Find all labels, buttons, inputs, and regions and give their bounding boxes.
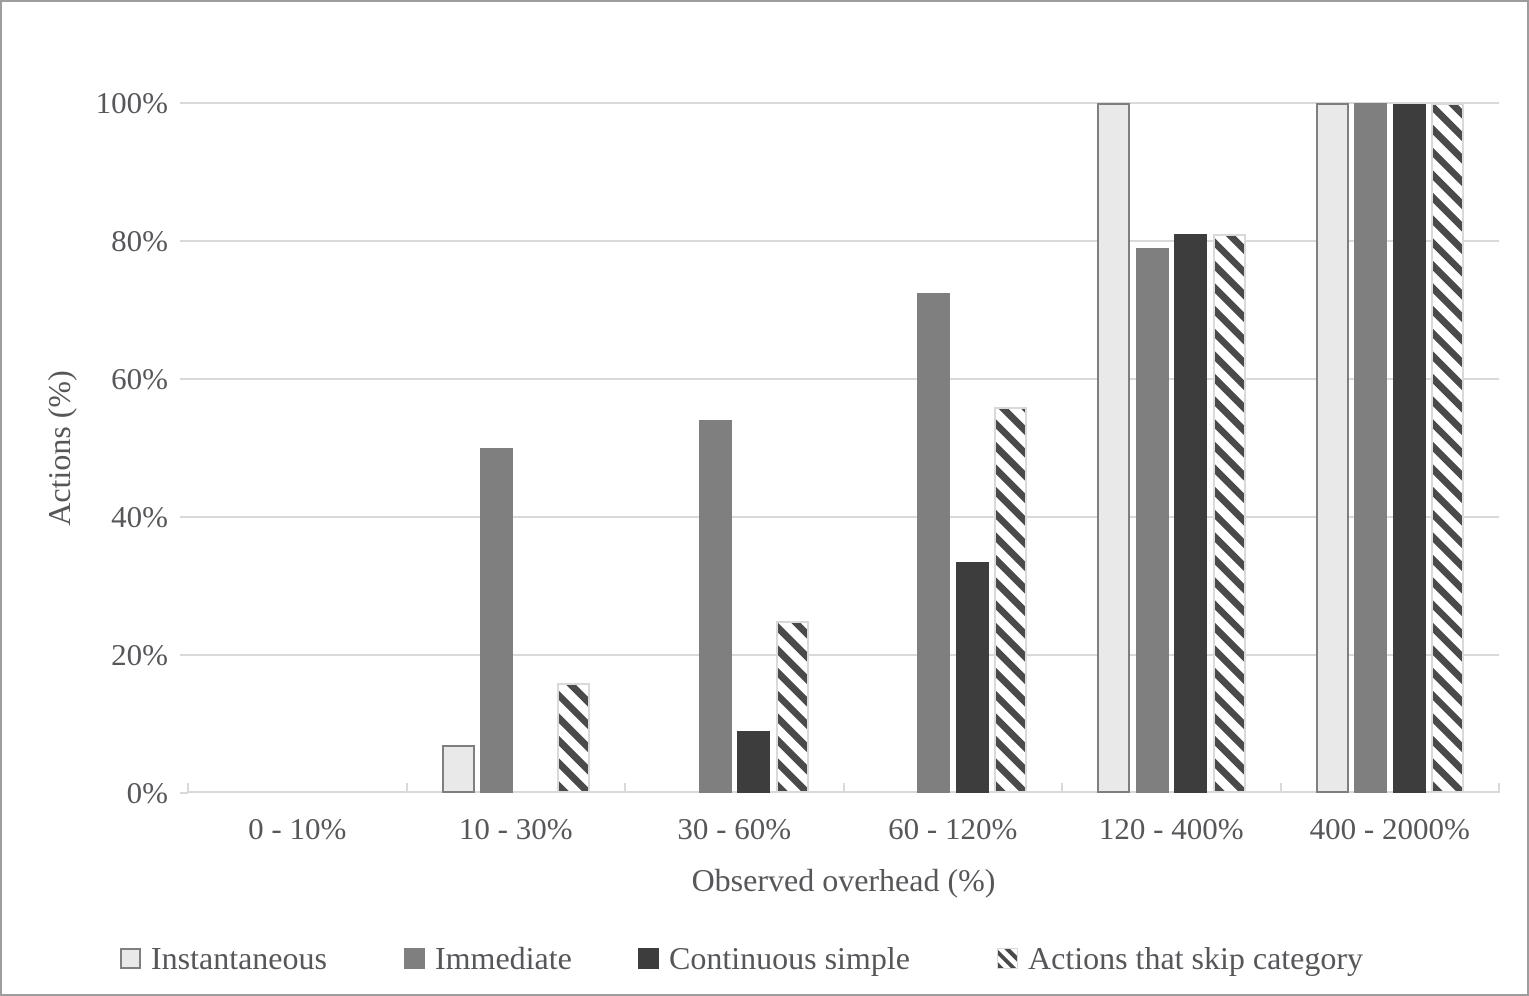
legend-swatch-actions-that-skip-category-icon bbox=[997, 947, 1018, 969]
x-axis-tick bbox=[842, 783, 845, 793]
bar-continuous-simple bbox=[1174, 234, 1207, 793]
y-axis-tick-label: 40% bbox=[111, 499, 168, 534]
bar-actions-that-skip-category bbox=[557, 682, 590, 793]
bar-continuous-simple bbox=[737, 730, 770, 793]
bar-actions-that-skip-category bbox=[1431, 103, 1464, 793]
legend-label: Instantaneous bbox=[151, 939, 327, 976]
legend-item-continuous-simple: Continuous simple bbox=[638, 932, 910, 984]
gridline bbox=[188, 516, 1499, 518]
y-axis-tick-label: 0% bbox=[126, 775, 168, 810]
bar-immediate bbox=[1354, 103, 1387, 793]
bar-actions-that-skip-category bbox=[775, 620, 809, 793]
x-axis-tick bbox=[1279, 783, 1282, 793]
x-axis-tick bbox=[187, 783, 189, 793]
bar-instantaneous bbox=[1097, 103, 1130, 793]
x-axis-tick-label: 30 - 60% bbox=[677, 811, 792, 846]
y-axis-tick bbox=[180, 792, 188, 794]
x-axis-tick bbox=[1498, 783, 1500, 793]
legend: Instantaneous Immediate Continuous simple A… bbox=[2, 932, 1527, 984]
y-axis-tick bbox=[180, 378, 188, 380]
bar-continuous-simple bbox=[955, 561, 989, 793]
legend-label: Continuous simple bbox=[669, 939, 910, 976]
y-axis-tick bbox=[180, 240, 188, 242]
y-axis-title: Actions (%) bbox=[41, 370, 77, 526]
y-axis-tick bbox=[180, 516, 188, 518]
bar-continuous-simple bbox=[1392, 104, 1426, 793]
x-axis-tick-label: 400 - 2000% bbox=[1309, 811, 1470, 846]
x-axis-tick-label: 0 - 10% bbox=[248, 811, 347, 846]
plot-area bbox=[187, 102, 1500, 793]
y-axis-tick-label: 60% bbox=[111, 361, 168, 396]
bar-actions-that-skip-category bbox=[1212, 234, 1246, 793]
y-axis-tick-label: 20% bbox=[111, 637, 168, 672]
x-axis-tick bbox=[624, 783, 626, 793]
bar-instantaneous bbox=[441, 744, 475, 793]
gridline bbox=[188, 654, 1499, 656]
bar-instantaneous bbox=[1315, 103, 1349, 793]
legend-swatch-instantaneous-icon bbox=[120, 947, 141, 969]
legend-label: Actions that skip category bbox=[1028, 939, 1364, 976]
legend-item-immediate: Immediate bbox=[404, 932, 572, 984]
x-axis-title: Observed overhead (%) bbox=[691, 862, 996, 898]
legend-swatch-immediate-icon bbox=[404, 947, 425, 969]
bar-immediate bbox=[917, 292, 950, 793]
x-axis-tick-label: 10 - 30% bbox=[458, 811, 573, 846]
gridline bbox=[188, 240, 1499, 242]
legend-swatch-continuous-simple-icon bbox=[638, 947, 659, 969]
y-axis-tick bbox=[180, 102, 188, 104]
bar-actions-that-skip-category bbox=[994, 406, 1027, 793]
legend-item-actions-that-skip-category: Actions that skip category bbox=[997, 932, 1363, 984]
y-axis-tick-label: 80% bbox=[111, 223, 168, 258]
y-axis-tick bbox=[180, 654, 188, 656]
y-axis-tick-label: 100% bbox=[95, 85, 168, 120]
bar-immediate bbox=[1135, 247, 1169, 793]
gridline bbox=[188, 102, 1499, 104]
x-axis-tick bbox=[405, 783, 408, 793]
bar-immediate bbox=[698, 420, 732, 793]
legend-item-instantaneous: Instantaneous bbox=[120, 932, 327, 984]
x-axis-tick bbox=[1061, 783, 1063, 793]
x-axis-tick-label: 120 - 400% bbox=[1098, 811, 1244, 846]
bar-immediate bbox=[480, 448, 513, 793]
x-axis-tick-label: 60 - 120% bbox=[888, 811, 1018, 846]
gridline bbox=[188, 378, 1499, 380]
legend-label: Immediate bbox=[435, 939, 572, 976]
